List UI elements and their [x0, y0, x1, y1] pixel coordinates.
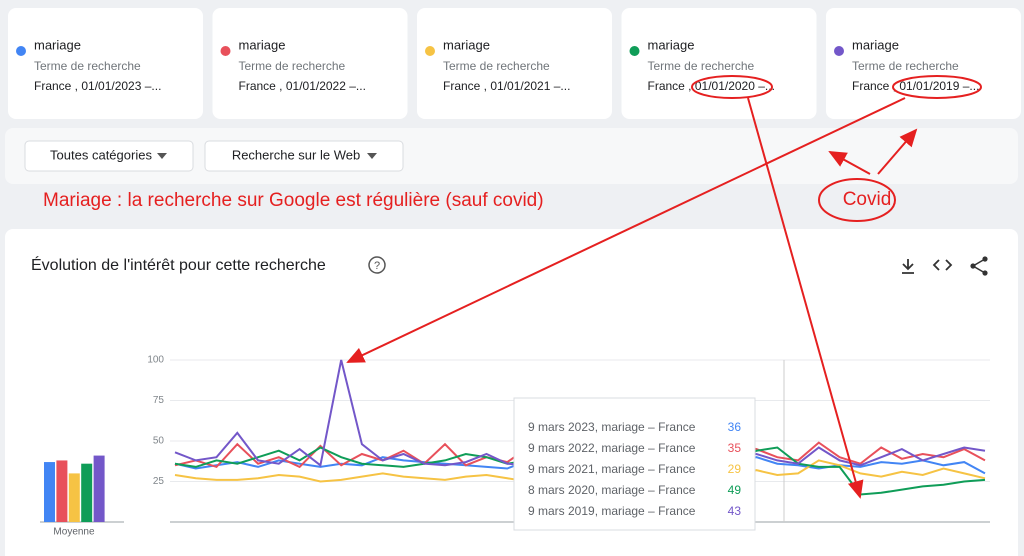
embed-icon[interactable]	[932, 259, 953, 271]
tooltip-value: 35	[728, 441, 742, 455]
tooltip-label: 8 mars 2020, mariage – France	[528, 483, 696, 497]
term-color-dot	[16, 46, 26, 56]
term-subtitle: Terme de recherche	[443, 59, 550, 73]
term-color-dot	[834, 46, 844, 56]
dropdown-arrow	[367, 153, 377, 159]
term-subtitle: Terme de recherche	[852, 59, 959, 73]
annotations	[346, 75, 982, 499]
term-card	[8, 8, 203, 119]
term-color-dot	[425, 46, 435, 56]
dropdown-arrow	[157, 153, 167, 159]
term-region: France , 01/01/2021 –...	[443, 79, 570, 93]
term-name: mariage	[34, 37, 81, 52]
headline-annotation: Mariage : la recherche sur Google est ré…	[43, 190, 544, 211]
help-icon[interactable]	[368, 256, 386, 274]
tooltip-value: 43	[728, 504, 742, 518]
y-tick-label: 50	[153, 436, 165, 447]
term-region: France , 01/01/2022 –...	[239, 79, 366, 93]
term-color-dot	[629, 46, 640, 56]
term-subtitle: Terme de recherche	[239, 59, 346, 73]
tooltip-label: 9 mars 2021, mariage – France	[528, 462, 696, 476]
covid-annotation: Covid	[843, 189, 892, 210]
average-bar	[93, 455, 105, 522]
download-icon[interactable]	[902, 259, 914, 274]
term-subtitle: Terme de recherche	[648, 59, 755, 73]
filter-dropdown[interactable]	[204, 140, 404, 172]
term-name: mariage	[443, 37, 490, 52]
term-region: France , 01/01/2023 –...	[34, 79, 161, 93]
tooltip	[513, 397, 756, 531]
tooltip-label: 9 mars 2022, mariage – France	[528, 441, 696, 455]
term-subtitle: Terme de recherche	[34, 59, 141, 73]
y-tick-label: 75	[153, 395, 165, 406]
filter-label: Recherche sur le Web	[232, 147, 360, 162]
term-region: France , 01/01/2019 –...	[852, 79, 979, 93]
average-bar	[44, 462, 55, 522]
term-color-dot	[220, 46, 231, 56]
term-card	[212, 8, 408, 119]
filter-label: Toutes catégories	[50, 147, 152, 162]
term-card	[417, 8, 612, 119]
y-tick-label: 25	[153, 476, 165, 487]
average-bar	[81, 463, 93, 522]
chart-title: Évolution de l'intérêt pour cette recher…	[31, 255, 326, 274]
share-icon[interactable]	[970, 256, 988, 276]
tooltip-value: 49	[728, 483, 742, 497]
term-name: mariage	[648, 37, 695, 52]
filter-dropdown[interactable]	[24, 140, 194, 172]
average-bar	[56, 460, 68, 522]
tooltip-value: 36	[728, 420, 742, 434]
average-bar	[68, 473, 80, 522]
tooltip-value: 29	[728, 462, 742, 476]
y-tick-label: 100	[147, 355, 164, 366]
average-label: Moyenne	[53, 527, 95, 538]
term-name: mariage	[239, 37, 286, 52]
tooltip-label: 9 mars 2023, mariage – France	[528, 420, 696, 434]
term-name: mariage	[852, 37, 899, 52]
tooltip-label: 9 mars 2019, mariage – France	[528, 504, 696, 518]
chart-card	[5, 229, 1018, 556]
help-mark: ?	[374, 260, 380, 272]
term-card	[826, 8, 1021, 119]
term-region: France , 01/01/2020 –...	[648, 79, 775, 93]
